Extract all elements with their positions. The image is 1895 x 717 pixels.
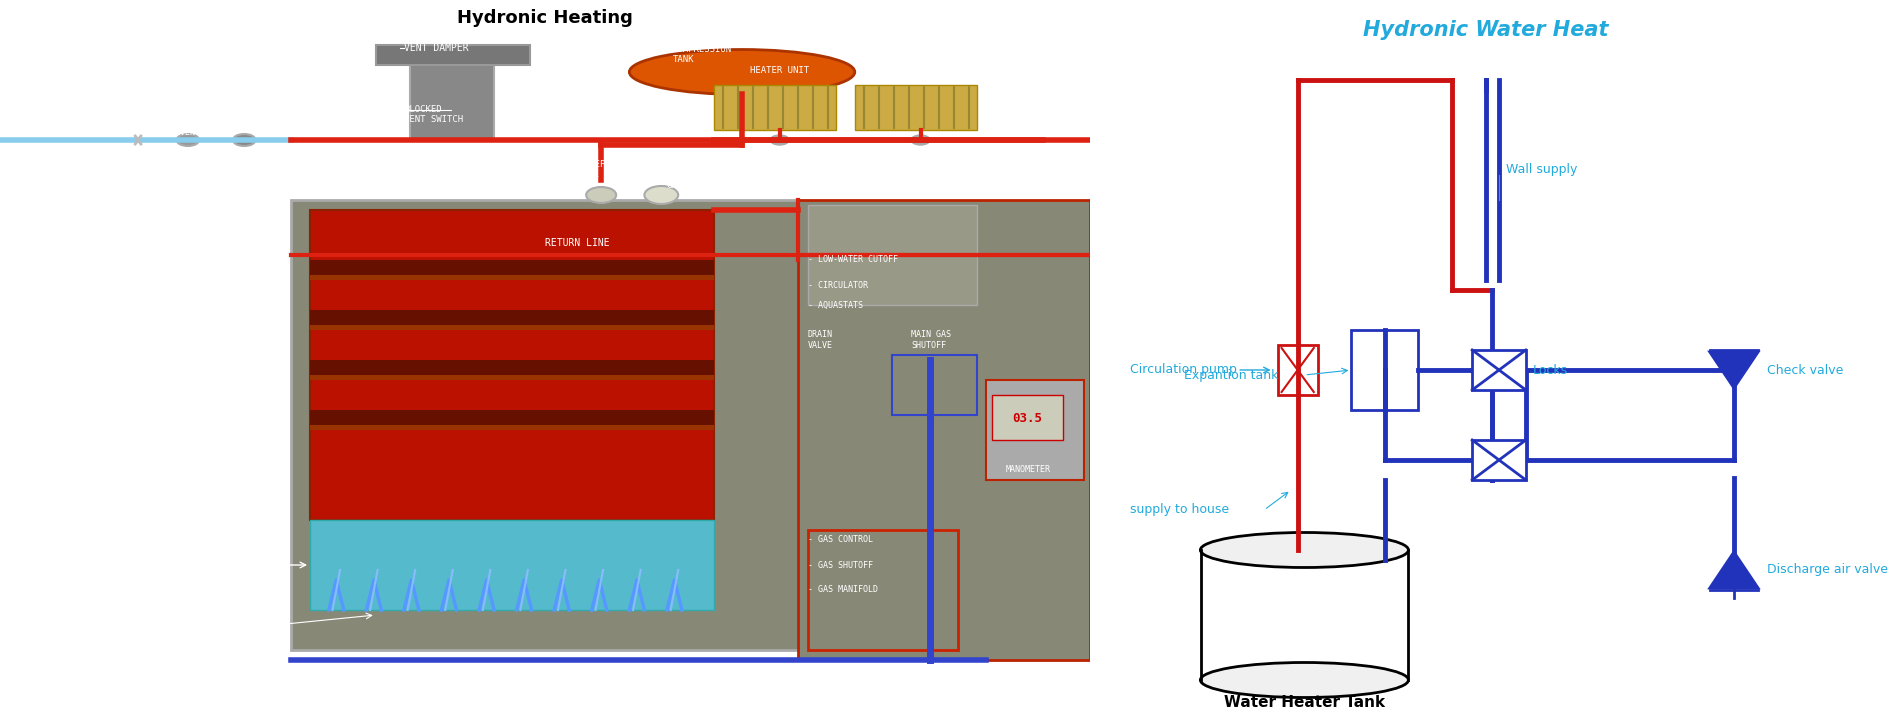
Bar [985, 380, 1084, 480]
Text: Locks: Locks [1533, 364, 1567, 376]
Text: MANOMETER: MANOMETER [1004, 465, 1050, 475]
Text: DIVERTER
FITTINGS: DIVERTER FITTINGS [902, 148, 942, 167]
Text: 03.5: 03.5 [1012, 412, 1042, 424]
Text: SUPPLY LINE: SUPPLY LINE [658, 148, 716, 157]
Text: HEATER UNIT: HEATER UNIT [750, 66, 809, 75]
Circle shape [644, 186, 678, 204]
Bar [1472, 350, 1525, 390]
Bar [1277, 345, 1317, 395]
Bar [807, 205, 978, 305]
Text: VENT DAMPER: VENT DAMPER [404, 43, 468, 53]
Text: - GAS CONTROL: - GAS CONTROL [807, 536, 874, 544]
Text: - AQUASTATS: - AQUASTATS [807, 300, 862, 310]
Text: Hydronic Water Heat: Hydronic Water Heat [1363, 20, 1609, 40]
Bar [311, 360, 714, 375]
Bar [311, 520, 714, 610]
Text: - GAS MANIFOLD: - GAS MANIFOLD [807, 586, 877, 594]
Bar [311, 210, 714, 520]
Text: PILOT BURNER
IGNITOR/SENSOR: PILOT BURNER IGNITOR/SENSOR [57, 620, 131, 640]
Text: Hydronic Heating: Hydronic Heating [457, 9, 633, 27]
Text: Expantion tank: Expantion tank [1184, 369, 1277, 381]
Text: RELIEF
VALVE: RELIEF VALVE [572, 160, 605, 179]
Bar [1351, 330, 1419, 410]
Circle shape [233, 134, 256, 146]
Bar [292, 200, 798, 650]
Ellipse shape [629, 49, 855, 95]
Bar [311, 310, 714, 325]
Bar [991, 395, 1063, 440]
Text: VENT: VENT [508, 110, 531, 120]
Text: - CIRCULATOR: - CIRCULATOR [807, 280, 868, 290]
Text: BLOCKED
VENT SWITCH: BLOCKED VENT SWITCH [404, 105, 462, 125]
Text: BURNERS: BURNERS [112, 560, 157, 570]
Text: GAUGE: GAUGE [667, 180, 695, 190]
Text: BOILER: BOILER [199, 394, 244, 407]
Text: COMPRESSION
TANK: COMPRESSION TANK [673, 45, 731, 65]
Bar [807, 530, 959, 650]
Bar [311, 260, 714, 275]
Text: - GAS SHUTOFF: - GAS SHUTOFF [807, 561, 874, 569]
Bar [714, 85, 836, 130]
Text: MAIN GAS
SHUTOFF: MAIN GAS SHUTOFF [911, 331, 951, 350]
Text: DRAIN
VALVE: DRAIN VALVE [807, 331, 832, 350]
Bar [855, 85, 978, 130]
Text: Circulation pump: Circulation pump [1129, 364, 1237, 376]
Circle shape [176, 134, 199, 146]
Polygon shape [1709, 352, 1759, 388]
Bar [409, 55, 495, 140]
Text: Check valve: Check valve [1768, 364, 1844, 376]
Text: BACKFLOW
PREVENTER: BACKFLOW PREVENTER [165, 118, 210, 138]
Text: Wall supply: Wall supply [1507, 163, 1577, 176]
Bar [311, 375, 714, 380]
Circle shape [911, 135, 930, 145]
Circle shape [586, 187, 616, 203]
Text: COLD
WATER
SUPPLY: COLD WATER SUPPLY [121, 100, 153, 130]
Text: Water Heater Tank: Water Heater Tank [1224, 695, 1385, 710]
Text: RETURN LINE: RETURN LINE [546, 238, 610, 248]
Text: - LOW-WATER CUTOFF: - LOW-WATER CUTOFF [807, 255, 898, 265]
Ellipse shape [1200, 533, 1408, 567]
Polygon shape [1709, 552, 1759, 588]
Text: IN.
W.C.: IN. W.C. [1090, 404, 1112, 426]
Ellipse shape [1200, 663, 1408, 698]
Bar [311, 275, 714, 280]
Text: HEATER UNIT: HEATER UNIT [891, 66, 949, 75]
Circle shape [769, 135, 788, 145]
Text: COLD WATER
SHUTOFF: COLD WATER SHUTOFF [121, 162, 172, 181]
Text: AIR SEPARATOR: AIR SEPARATOR [582, 123, 652, 132]
Bar [311, 410, 714, 425]
Text: PRESSURE
REDUCING
VALVE: PRESSURE REDUCING VALVE [224, 162, 263, 192]
Text: supply to house: supply to house [1129, 503, 1230, 516]
Bar [375, 45, 531, 65]
Bar [1472, 440, 1525, 480]
Bar [311, 325, 714, 330]
Text: Discharge air valve: Discharge air valve [1768, 564, 1889, 576]
Bar [893, 355, 978, 415]
Bar [798, 200, 1090, 660]
Bar [311, 425, 714, 430]
